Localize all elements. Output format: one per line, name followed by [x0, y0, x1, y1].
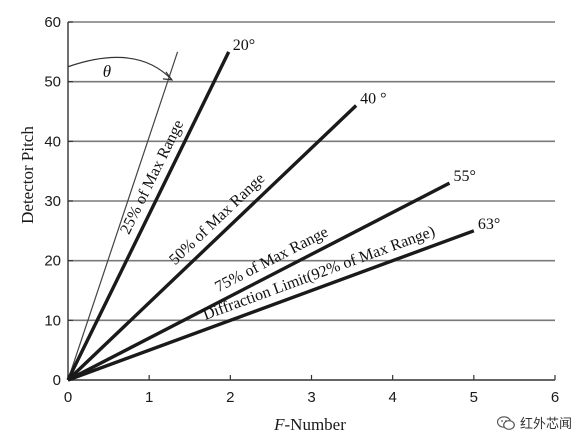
- wechat-icon: [496, 415, 515, 430]
- x-tick-label-4: 4: [388, 389, 396, 406]
- y-tick-label-40: 40: [44, 133, 61, 150]
- y-tick-label-0: 0: [53, 372, 61, 389]
- series-line-2: [66, 104, 358, 382]
- watermark: 红外芯闻: [496, 413, 572, 432]
- theta-symbol: θ: [103, 62, 111, 81]
- y-tick-label-20: 20: [44, 253, 61, 270]
- x-axis-label: F-Number: [273, 415, 346, 434]
- y-tick-label-60: 60: [44, 14, 61, 31]
- angle-label-1: 20°: [233, 37, 255, 54]
- series-line-3: [67, 181, 451, 382]
- x-tick-label-2: 2: [226, 389, 234, 406]
- angle-label-3: 55°: [453, 168, 475, 185]
- theta-arrowhead: [162, 71, 174, 81]
- x-tick-label-1: 1: [145, 389, 153, 406]
- y-tick-label-10: 10: [44, 312, 61, 329]
- x-tick-label-6: 6: [551, 389, 559, 406]
- y-tick-label-50: 50: [44, 74, 61, 91]
- grid: [68, 21, 555, 322]
- series-line-4: [67, 229, 475, 382]
- reference-line: [67, 51, 179, 381]
- y-tick-label-30: 30: [44, 193, 61, 210]
- watermark-text: 红外芯闻: [519, 417, 572, 432]
- x-tick-label-5: 5: [470, 389, 478, 406]
- x-tick-label-0: 0: [64, 389, 72, 406]
- angle-label-4: 63°: [478, 216, 500, 233]
- series-label-2: 50% of Max Range: [166, 170, 268, 268]
- angle-label-2: 40 °: [360, 91, 386, 108]
- y-axis-label: Detector Pitch: [18, 126, 37, 224]
- x-tick-label-3: 3: [307, 389, 315, 406]
- theta-arc: [67, 56, 173, 81]
- series-lines: θ: [66, 51, 475, 382]
- series-line-1: [66, 51, 231, 381]
- series-label-1: 25% of Max Range: [117, 117, 187, 237]
